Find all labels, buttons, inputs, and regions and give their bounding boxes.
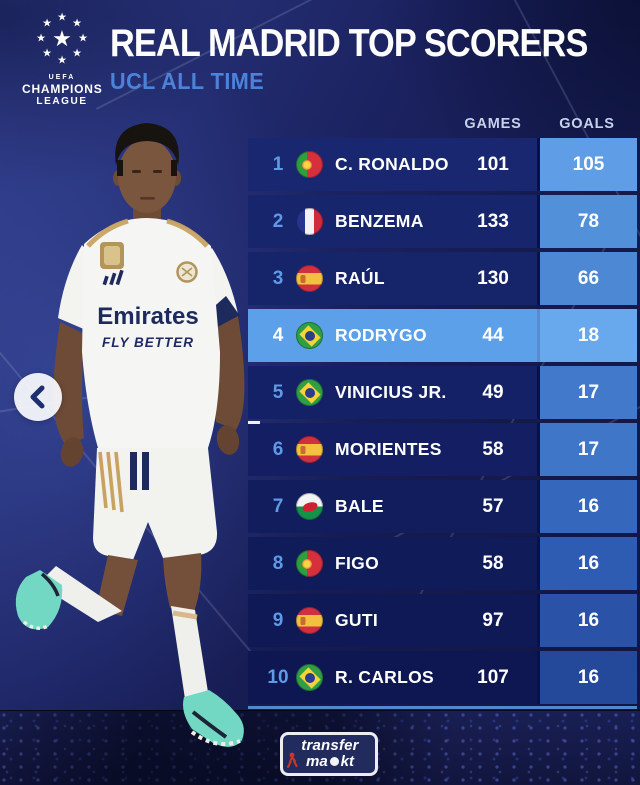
brand-text-bottom: ma kt: [291, 752, 369, 770]
goals-value: 16: [537, 651, 637, 704]
table-row: 3 RAÚL 130 66: [248, 252, 637, 305]
games-value: 49: [482, 381, 504, 403]
games-value: 44: [482, 324, 504, 346]
football-icon: [329, 756, 339, 766]
rank-label: 8: [272, 552, 284, 574]
flag-brazil-icon: [296, 379, 323, 406]
goals-value: 66: [537, 252, 637, 305]
ucl-starball-icon: ★ ★ ★ ★ ★ ★ ★ ★ ★: [36, 11, 88, 67]
games-value: 101: [477, 153, 509, 175]
brand-text-ma: ma: [305, 752, 328, 770]
prev-button[interactable]: [14, 373, 62, 421]
games-value: 57: [482, 495, 504, 517]
table-row: 6 MORIENTES 58 17: [248, 423, 637, 476]
goals-value: 78: [537, 195, 637, 248]
rank-label: 7: [272, 495, 284, 517]
brand-text-kt: kt: [340, 752, 355, 770]
flag-spain-icon: [296, 607, 323, 634]
goals-column-header: GOALS: [559, 116, 615, 132]
flag-brazil-icon: [296, 322, 323, 349]
table-row: 1 C. RONALDO 101 105: [248, 138, 637, 191]
champions-word: CHAMPIONS: [22, 82, 103, 96]
scorers-table: GAMES GOALS 1 C. RONALDO 101 105 2 BENZE…: [248, 112, 637, 709]
flag-brazil-icon: [296, 664, 323, 691]
goals-value: 17: [537, 366, 637, 419]
table-row: 7 BALE 57 16: [248, 480, 637, 533]
flag-portugal-icon: [296, 550, 323, 577]
runner-icon: [287, 752, 298, 768]
table-bottom-border: [248, 706, 637, 709]
table-row: 5 VINICIUS JR. 49 17: [248, 366, 637, 419]
games-value: 97: [482, 609, 504, 631]
player-photo: Emirates FLY BETTER: [15, 123, 245, 747]
brand-text-top: transfer: [301, 736, 359, 754]
games-value: 130: [477, 267, 509, 289]
player-name-label: RAÚL: [335, 268, 385, 288]
uefa-word: UEFA: [48, 74, 76, 81]
jersey-slogan-text: FLY BETTER: [102, 335, 194, 350]
flag-spain-icon: [296, 265, 323, 292]
games-value: 58: [482, 438, 504, 460]
player-name-label: MORIENTES: [335, 439, 442, 459]
table-row: 8 FIGO 58 16: [248, 537, 637, 590]
goals-value: 16: [537, 480, 637, 533]
games-value: 133: [477, 210, 509, 232]
jersey-sponsor-text: Emirates: [97, 303, 198, 330]
rank-label: 2: [272, 210, 284, 232]
flag-spain-icon: [296, 436, 323, 463]
ucl-logo: ★ ★ ★ ★ ★ ★ ★ ★ ★ UEFA CHAMPIONS LEAGUE: [22, 10, 102, 107]
page-subtitle: UCL ALL TIME: [110, 68, 265, 94]
goals-value: 16: [537, 594, 637, 647]
flag-france-icon: [296, 208, 323, 235]
games-value: 107: [477, 666, 509, 688]
chevron-left-icon: [30, 385, 45, 409]
table-row-highlighted: 4 RODRYGO 44 18: [248, 309, 637, 362]
player-name-label: R. CARLOS: [335, 667, 434, 687]
player-name-label: BALE: [335, 496, 384, 516]
table-row: 9 GUTI 97 16: [248, 594, 637, 647]
table-header: GAMES GOALS: [248, 112, 637, 136]
rank-label: 3: [272, 267, 284, 289]
page-title: REAL MADRID TOP SCORERS: [110, 22, 588, 65]
player-name-label: BENZEMA: [335, 211, 424, 231]
games-column-header: GAMES: [464, 116, 522, 132]
goals-value: 18: [537, 309, 637, 362]
player-name-label: FIGO: [335, 553, 379, 573]
transfermarkt-logo: transfer ma kt: [280, 732, 378, 776]
rank-label: 6: [272, 438, 284, 460]
player-name-label: RODRYGO: [335, 325, 427, 345]
rank-label: 10: [267, 666, 289, 688]
league-word: LEAGUE: [36, 96, 88, 107]
table-row: 2 BENZEMA 133 78: [248, 195, 637, 248]
games-value: 58: [482, 552, 504, 574]
goals-value: 17: [537, 423, 637, 476]
flag-portugal-icon: [296, 151, 323, 178]
goals-value: 105: [537, 138, 637, 191]
goals-value: 16: [537, 537, 637, 590]
player-name-label: GUTI: [335, 610, 379, 630]
rank-label: 4: [272, 324, 284, 346]
table-row: 10 R. CARLOS 107 16: [248, 651, 637, 704]
flag-wales-icon: [296, 493, 323, 520]
rank-label: 9: [272, 609, 284, 631]
rank-label: 1: [272, 153, 284, 175]
rank-label: 5: [272, 381, 284, 403]
highlight-tick: [248, 421, 260, 424]
table-rows: 1 C. RONALDO 101 105 2 BENZEMA 133 78 3 …: [248, 138, 637, 704]
player-name-label: C. RONALDO: [335, 154, 449, 174]
player-name-label: VINICIUS JR.: [335, 382, 447, 402]
